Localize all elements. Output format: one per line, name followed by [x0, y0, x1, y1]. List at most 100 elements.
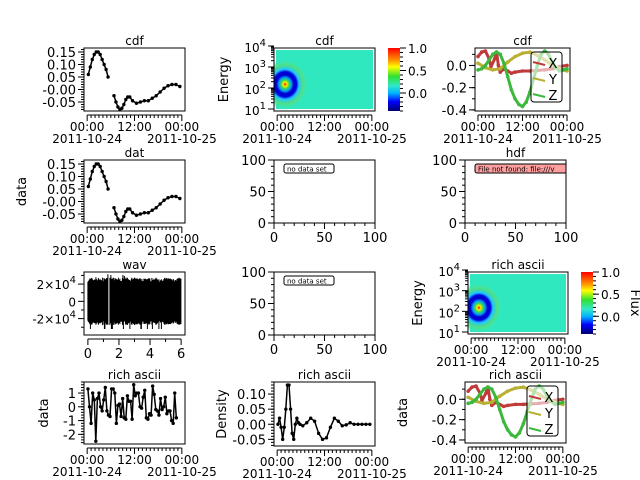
data-point	[298, 422, 302, 426]
data-point	[158, 202, 162, 206]
y-tick-label: 103	[244, 59, 266, 76]
plot-area	[86, 50, 182, 111]
colorbar-tick-label: 0.0	[601, 310, 620, 324]
y-tick-label: 0.10	[47, 59, 76, 74]
y-axis-label: Energy	[217, 56, 232, 102]
data-point	[476, 61, 480, 66]
y-tick-label: -2×104	[32, 310, 76, 327]
x-tick-date: 2011-10-24	[52, 132, 122, 146]
data-point	[520, 69, 525, 73]
tick-base: 10	[438, 306, 453, 320]
x-tick-date: 2011-10-25	[532, 132, 602, 146]
data-point	[128, 399, 133, 403]
data-point	[102, 62, 106, 67]
data-point	[513, 435, 518, 439]
data-point	[483, 63, 488, 68]
y-tick-label: -0.00	[42, 84, 76, 99]
data-point	[509, 88, 514, 92]
data-point	[513, 70, 517, 74]
tick-base: 10	[438, 265, 453, 279]
data-point	[348, 421, 352, 425]
plot-frame	[273, 381, 376, 447]
plot-title: cdf	[513, 34, 532, 48]
y-tick-label: 0	[68, 295, 76, 309]
plot-title: rich ascii	[298, 368, 351, 382]
data-point	[521, 402, 526, 407]
x-tick-label: 00:00	[70, 120, 105, 134]
plot-area	[86, 162, 182, 223]
data-point	[521, 421, 526, 426]
data-point	[166, 84, 170, 88]
data-point	[90, 169, 94, 174]
data-point	[501, 419, 506, 424]
data-point	[340, 424, 344, 428]
panel-4: no data set 0 50 100 0 50 100	[241, 154, 387, 246]
data-point	[138, 100, 143, 104]
data-point	[116, 217, 120, 221]
data-point	[513, 402, 518, 407]
plot-title: rich ascii	[489, 368, 542, 382]
data-point	[104, 179, 108, 184]
panel-7: no data set 0 50 100 0 50 100	[241, 266, 387, 358]
y-tick-label: 101	[244, 101, 266, 118]
data-point	[320, 437, 325, 442]
data-point	[502, 61, 506, 66]
no-data-box	[283, 163, 335, 174]
y-tick-label: 0	[449, 217, 457, 232]
x-tick-label: 00:00	[461, 120, 496, 134]
colorbar-label: Flux	[627, 289, 640, 316]
data-point	[120, 218, 124, 222]
data-point	[466, 395, 470, 400]
data-point	[466, 389, 470, 393]
data-point	[146, 99, 151, 103]
x-tick-date: 2011-10-24	[52, 465, 122, 479]
x-tick-label: 50	[316, 231, 333, 246]
legend-box	[530, 51, 563, 103]
data-point	[496, 63, 501, 68]
y-tick-label: 100	[241, 154, 266, 169]
data-point	[490, 387, 494, 391]
tick-base: 2×10	[37, 278, 70, 292]
x-tick-label: 12:00	[307, 120, 342, 134]
panel-1: cdfEnergy1.00.50.010110210310400:002011-…	[217, 34, 427, 146]
x-tick-label: 00:00	[355, 120, 390, 134]
legend-entry: Y	[544, 407, 553, 422]
plot-title: rich ascii	[491, 258, 544, 272]
data-point	[488, 397, 492, 402]
data-point	[106, 187, 110, 191]
plot-area: no data set	[283, 163, 335, 174]
data-point	[154, 94, 158, 98]
y-tick-label: 0	[258, 217, 266, 232]
panel-5: hdf File not found: file:///v 0 50 100 0 50 100	[432, 146, 578, 246]
data-point	[86, 387, 90, 391]
x-tick-date: 2011-10-24	[443, 132, 513, 146]
x-tick-label: 6	[177, 347, 185, 362]
data-point	[513, 54, 517, 59]
x-tick-label: 0	[270, 231, 278, 246]
x-tick-date: 2011-10-24	[436, 355, 506, 369]
y-tick-label: 50	[440, 186, 457, 201]
y-tick-label: 2×104	[37, 275, 76, 292]
x-tick-label: 2	[115, 347, 123, 362]
data-point	[360, 422, 364, 426]
y-tick-label: -0.4	[442, 104, 467, 119]
data-point	[513, 386, 518, 390]
plot-area	[274, 50, 373, 111]
heatmap-peak	[468, 281, 503, 334]
plot-area	[87, 274, 182, 329]
x-tick-label: 00:00	[165, 120, 200, 134]
data-point	[102, 174, 106, 179]
data-point	[491, 52, 495, 57]
data-point	[484, 391, 488, 395]
x-tick-label: 12:00	[505, 120, 540, 134]
data-point	[86, 184, 91, 189]
x-tick-date: 2011-10-24	[433, 464, 503, 478]
data-point	[92, 398, 96, 402]
x-tick-label: 00:00	[548, 343, 583, 357]
plot-title: wav	[122, 258, 146, 272]
series-line-0	[87, 384, 178, 442]
data-point	[122, 102, 126, 107]
y-tick-label: 103	[438, 283, 460, 300]
data-point	[87, 405, 92, 409]
